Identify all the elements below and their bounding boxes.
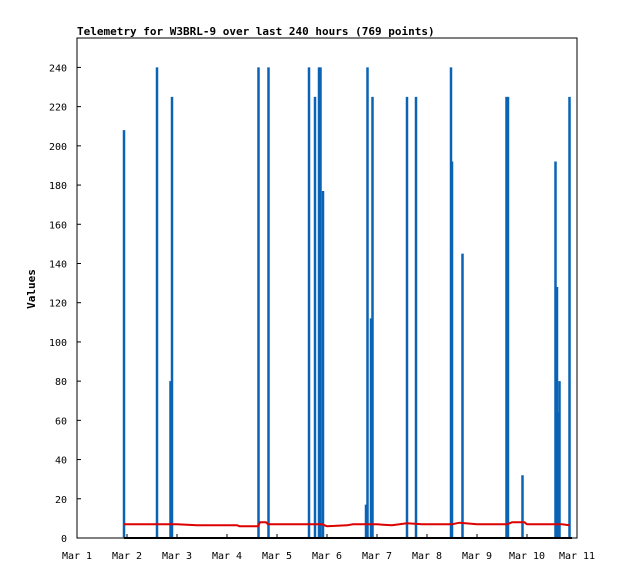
y-axis-label: Values bbox=[25, 269, 38, 309]
y-tick-label: 100 bbox=[49, 338, 67, 349]
x-tick-label: Mar 7 bbox=[362, 551, 392, 562]
x-tick-label: Mar 1 bbox=[62, 551, 92, 562]
y-tick-label: 220 bbox=[49, 103, 67, 114]
x-tick-label: Mar 2 bbox=[112, 551, 142, 562]
x-tick-label: Mar 11 bbox=[559, 551, 595, 562]
y-tick-label: 160 bbox=[49, 220, 67, 231]
x-tick-label: Mar 10 bbox=[509, 551, 545, 562]
y-tick-label: 0 bbox=[61, 534, 67, 545]
y-tick-label: 120 bbox=[49, 299, 67, 310]
average-series-line bbox=[124, 521, 570, 528]
chart-marks bbox=[122, 67, 572, 539]
x-tick-label: Mar 5 bbox=[262, 551, 292, 562]
plot-area bbox=[76, 37, 578, 539]
x-tick-label: Mar 8 bbox=[412, 551, 442, 562]
x-tick-label: Mar 3 bbox=[162, 551, 192, 562]
x-tick-label: Mar 9 bbox=[462, 551, 492, 562]
y-tick-label: 80 bbox=[55, 377, 67, 388]
y-tick-label: 180 bbox=[49, 181, 67, 192]
x-tick-label: Mar 4 bbox=[212, 551, 242, 562]
y-tick-label: 20 bbox=[55, 495, 67, 506]
y-tick-label: 140 bbox=[49, 259, 67, 270]
y-tick-label: 200 bbox=[49, 142, 67, 153]
y-tick-label: 60 bbox=[55, 416, 67, 427]
chart-axes: 0 20 40 60 80 100 120 140 160 180 200 220 240 Mar 1 Ma… bbox=[49, 63, 595, 562]
chart-title: Telemetry for W3BRL-9 over last 240 hour… bbox=[77, 25, 435, 38]
x-tick-label: Mar 6 bbox=[312, 551, 342, 562]
y-tick-label: 240 bbox=[49, 63, 67, 74]
y-tick-label: 40 bbox=[55, 456, 67, 467]
